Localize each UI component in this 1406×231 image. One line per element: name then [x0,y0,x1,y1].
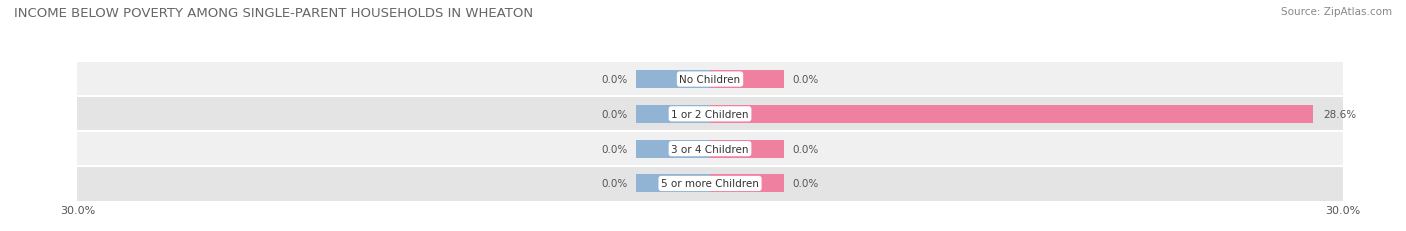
Text: INCOME BELOW POVERTY AMONG SINGLE-PARENT HOUSEHOLDS IN WHEATON: INCOME BELOW POVERTY AMONG SINGLE-PARENT… [14,7,533,20]
Bar [77,97,1343,132]
Text: 0.0%: 0.0% [602,179,628,189]
Text: 28.6%: 28.6% [1324,109,1357,119]
Bar [637,71,710,89]
Bar [637,140,710,158]
Text: 0.0%: 0.0% [602,75,628,85]
Bar [710,105,1313,123]
Text: No Children: No Children [679,75,741,85]
Bar [77,166,1343,201]
Bar [637,105,710,123]
Text: 0.0%: 0.0% [602,109,628,119]
Bar [710,140,785,158]
Text: 0.0%: 0.0% [793,75,818,85]
Text: 5 or more Children: 5 or more Children [661,179,759,189]
Text: 0.0%: 0.0% [602,144,628,154]
Text: 0.0%: 0.0% [793,144,818,154]
Bar [637,175,710,193]
Bar [710,71,785,89]
Text: 3 or 4 Children: 3 or 4 Children [671,144,749,154]
Text: 1 or 2 Children: 1 or 2 Children [671,109,749,119]
Text: Source: ZipAtlas.com: Source: ZipAtlas.com [1281,7,1392,17]
Bar [77,62,1343,97]
Bar [710,175,785,193]
Bar [77,132,1343,166]
Text: 0.0%: 0.0% [793,179,818,189]
